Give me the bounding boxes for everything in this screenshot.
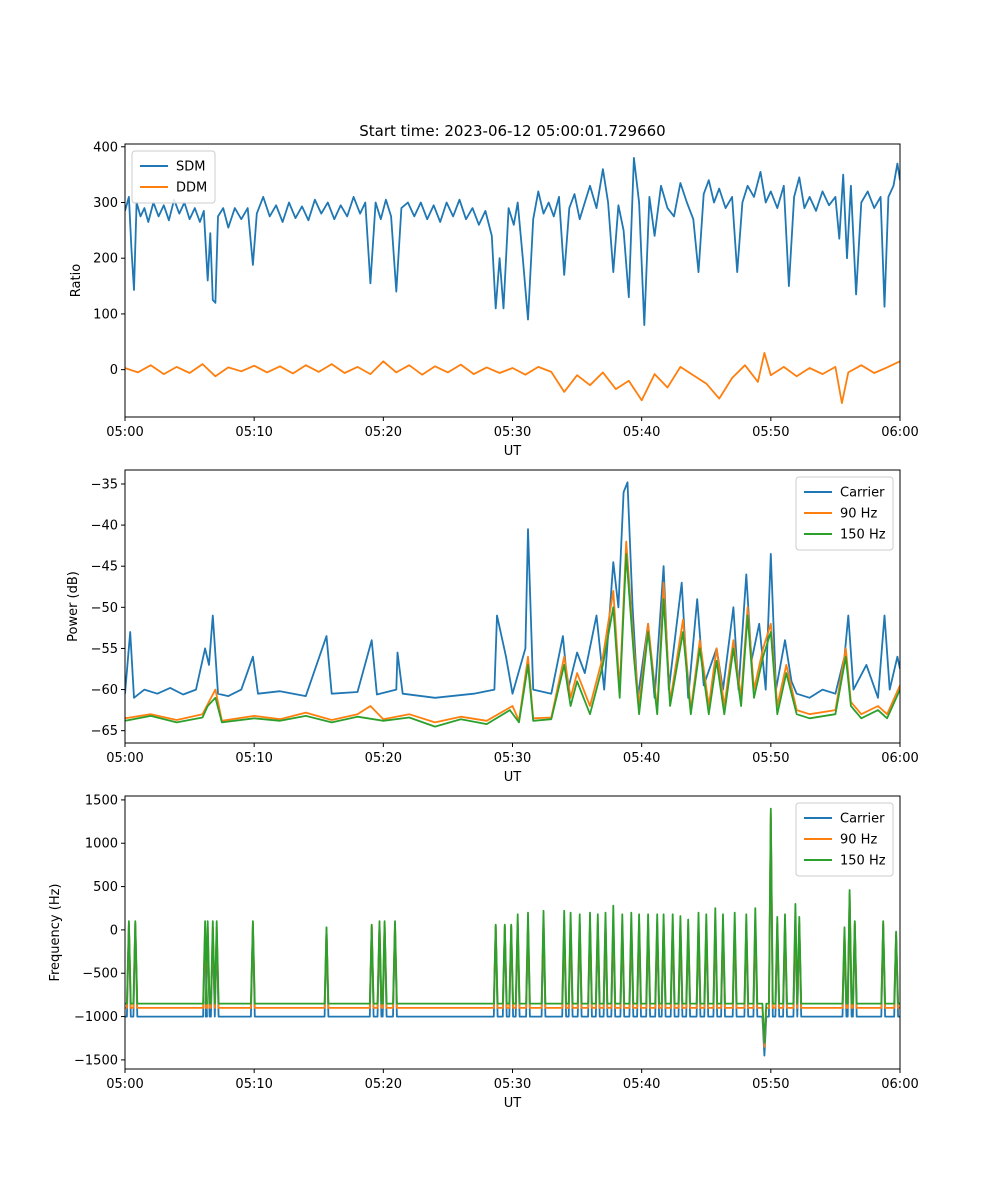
- y-tick-label: 500: [93, 880, 118, 895]
- figure-title: Start time: 2023-06-12 05:00:01.729660: [359, 122, 665, 140]
- y-tick-label: −1500: [74, 1053, 118, 1068]
- y-tick-label: −45: [91, 560, 118, 575]
- legend-label: 90 Hz: [840, 507, 877, 522]
- series-line-ddm: [125, 352, 900, 404]
- legend-box: [795, 802, 894, 877]
- y-tick-label: −60: [91, 683, 118, 698]
- y-tick-label: 400: [93, 140, 118, 155]
- x-tick-label: 05:20: [365, 751, 402, 766]
- y-tick-label: 100: [93, 307, 118, 322]
- x-tick-label: 05:50: [752, 1077, 789, 1092]
- panel-1: 05:00 05:10 05:20 05:30 05:40 05:50 06:00 0 100 2…: [69, 140, 919, 459]
- y-tick-label: 1000: [85, 837, 118, 852]
- x-tick-label: 05:50: [752, 751, 789, 766]
- x-tick-label: 05:10: [235, 751, 272, 766]
- series-line-90-hz: [125, 540, 900, 724]
- legend-label: SDM: [176, 160, 205, 175]
- y-tick-label: −40: [91, 519, 118, 534]
- y-tick-label: 200: [93, 252, 118, 267]
- legend-label: DDM: [176, 181, 207, 196]
- y-tick-label: −65: [91, 724, 118, 739]
- x-axis-label: UT: [504, 444, 522, 459]
- x-axis-label: UT: [504, 1096, 522, 1111]
- x-tick-label: 05:30: [494, 751, 531, 766]
- x-tick-label: 06:00: [881, 751, 918, 766]
- series-line-150-hz: [125, 553, 900, 728]
- x-tick-label: 05:40: [623, 751, 660, 766]
- y-tick-label: 300: [93, 196, 118, 211]
- x-tick-label: 05:40: [623, 425, 660, 440]
- legend-label: 150 Hz: [840, 528, 886, 543]
- panel-2: 05:00 05:10 05:20 05:30 05:40 05:50 06:00 −65 −6…: [66, 469, 919, 785]
- x-tick-label: 05:30: [494, 1077, 531, 1092]
- x-tick-label: 05:30: [494, 425, 531, 440]
- legend-label: Carrier: [840, 812, 885, 827]
- series-group: [125, 157, 900, 404]
- x-tick-label: 05:00: [106, 1077, 143, 1092]
- x-tick-label: 05:50: [752, 425, 789, 440]
- y-tick-label: 1500: [85, 793, 118, 808]
- series-group: [125, 481, 900, 728]
- y-tick-label: −50: [91, 601, 118, 616]
- x-tick-label: 05:10: [235, 425, 272, 440]
- legend-label: Carrier: [840, 486, 885, 501]
- series-line-carrier: [125, 481, 900, 699]
- x-tick-label: 05:20: [365, 1077, 402, 1092]
- y-tick-label: 0: [110, 923, 118, 938]
- x-tick-label: 06:00: [881, 1077, 918, 1092]
- y-tick-label: −500: [82, 967, 118, 982]
- x-tick-label: 06:00: [881, 425, 918, 440]
- legend: SDM DDM: [131, 150, 216, 204]
- legend: Carrier 90 Hz 150 Hz: [795, 476, 894, 551]
- legend-label: 150 Hz: [840, 854, 886, 869]
- panels: 05:00 05:10 05:20 05:30 05:40 05:50 06:00 0 100 2…: [48, 140, 919, 1111]
- legend-box: [131, 150, 216, 204]
- panel-3: 05:00 05:10 05:20 05:30 05:40 05:50 06:00 −1500…: [48, 793, 919, 1111]
- x-tick-label: 05:00: [106, 425, 143, 440]
- y-axis-label: Ratio: [69, 264, 84, 297]
- y-tick-label: −1000: [74, 1010, 118, 1025]
- x-tick-label: 05:20: [365, 425, 402, 440]
- x-tick-label: 05:10: [235, 1077, 272, 1092]
- x-tick-label: 05:00: [106, 751, 143, 766]
- legend-box: [795, 476, 894, 551]
- x-tick-label: 05:40: [623, 1077, 660, 1092]
- y-tick-label: −35: [91, 477, 118, 492]
- x-axis-label: UT: [504, 770, 522, 785]
- y-tick-label: 0: [110, 363, 118, 378]
- legend-label: 90 Hz: [840, 833, 877, 848]
- y-axis-label: Power (dB): [66, 571, 81, 642]
- y-tick-label: −55: [91, 642, 118, 657]
- series-line-150-hz: [125, 807, 900, 1044]
- series-line-sdm: [125, 157, 900, 326]
- legend: Carrier 90 Hz 150 Hz: [795, 802, 894, 877]
- series-group: [125, 807, 900, 1057]
- y-axis-label: Frequency (Hz): [48, 883, 63, 981]
